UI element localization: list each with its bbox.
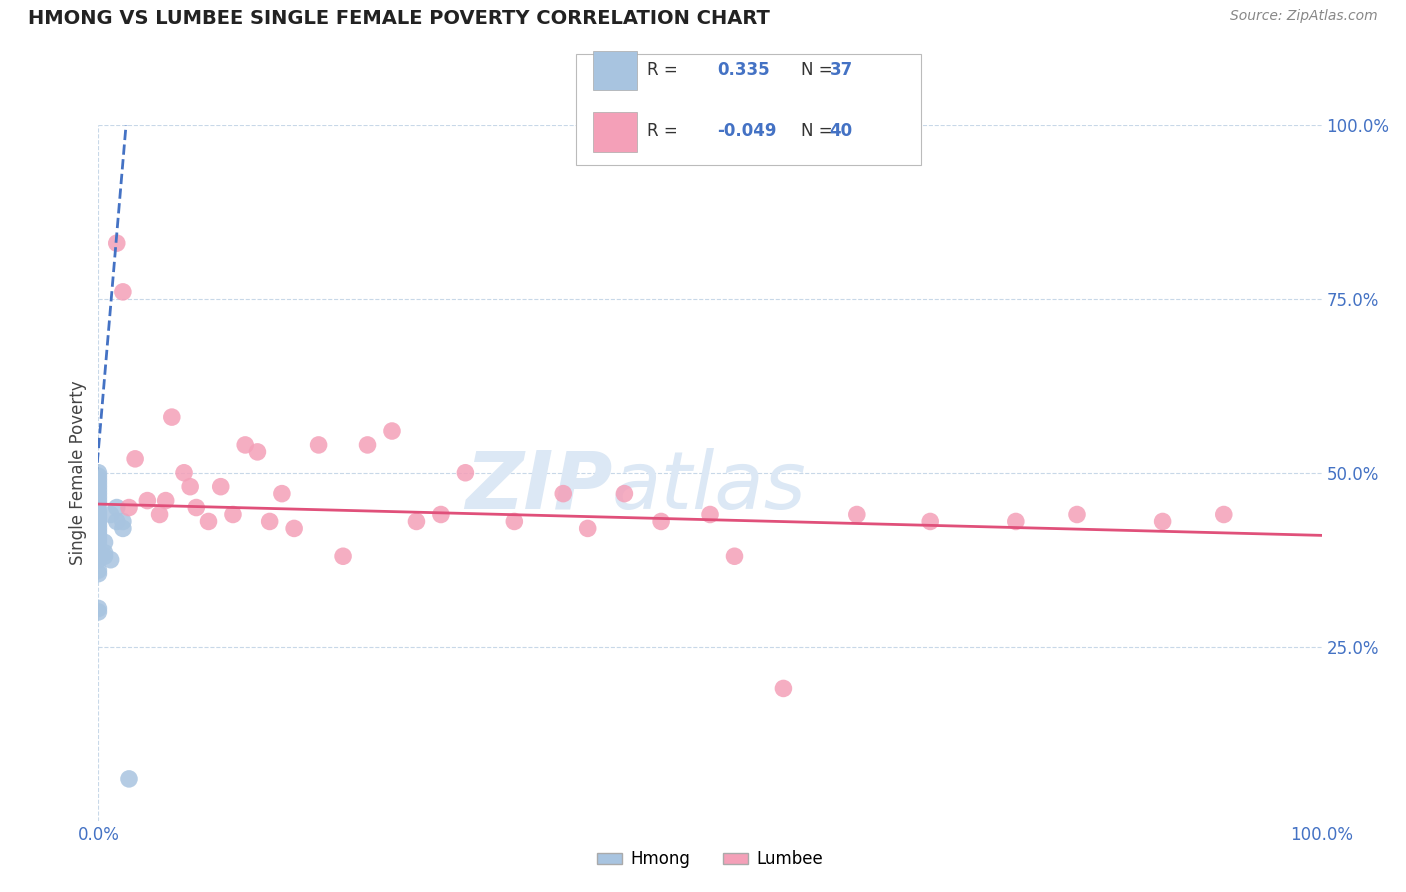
Point (160, 410, 183, 425)
Point (111, 285, 134, 299)
Point (87, 476, 110, 491)
Point (454, 466, 477, 480)
Point (111, 521, 134, 535)
Point (87, 493, 110, 508)
Text: ZIP: ZIP (465, 448, 612, 525)
Point (1152, 515, 1174, 529)
Point (105, 500, 128, 515)
Point (197, 515, 219, 529)
Point (118, 500, 141, 515)
Point (87, 469, 110, 483)
Text: Source: ZipAtlas.com: Source: ZipAtlas.com (1230, 9, 1378, 23)
Point (87, 483, 110, 498)
Point (105, 515, 128, 529)
Point (1066, 508, 1088, 522)
Point (772, 681, 794, 696)
Text: HMONG VS LUMBEE SINGLE FEMALE POVERTY CORRELATION CHART: HMONG VS LUMBEE SINGLE FEMALE POVERTY CO… (28, 9, 770, 28)
Point (87, 535, 110, 549)
Point (87, 521, 110, 535)
Text: R =: R = (647, 122, 683, 140)
Point (87, 511, 110, 525)
Point (87, 508, 110, 522)
Point (87, 466, 110, 480)
Point (430, 508, 453, 522)
Point (87, 480, 110, 494)
Point (186, 500, 208, 515)
Text: N =: N = (801, 61, 838, 78)
Point (155, 493, 177, 508)
Point (173, 466, 195, 480)
Point (381, 424, 404, 438)
Point (503, 515, 526, 529)
Point (87, 486, 110, 500)
Point (87, 504, 110, 518)
Point (87, 552, 110, 567)
Point (613, 486, 636, 500)
Point (405, 515, 427, 529)
Point (179, 480, 201, 494)
Point (576, 521, 599, 535)
Point (87, 473, 110, 487)
Text: atlas: atlas (612, 448, 807, 525)
Point (87, 517, 110, 532)
Point (699, 508, 721, 522)
Point (87, 524, 110, 539)
Legend: Hmong, Lumbee: Hmong, Lumbee (591, 844, 830, 875)
Text: 37: 37 (830, 61, 853, 78)
Text: R =: R = (647, 61, 683, 78)
Point (222, 508, 245, 522)
Point (87, 549, 110, 564)
Point (723, 549, 745, 564)
Point (111, 515, 134, 529)
Point (87, 497, 110, 511)
Point (87, 490, 110, 504)
Point (308, 438, 330, 452)
Point (246, 445, 269, 459)
Point (87, 563, 110, 577)
Point (124, 451, 146, 466)
Point (553, 486, 575, 500)
Point (93, 549, 115, 564)
Point (93, 546, 115, 560)
Text: N =: N = (801, 122, 838, 140)
Point (209, 480, 232, 494)
Y-axis label: Single Female Poverty: Single Female Poverty (69, 381, 87, 565)
Point (650, 515, 672, 529)
Point (259, 515, 281, 529)
Point (93, 535, 115, 549)
Point (1212, 508, 1234, 522)
Point (87, 566, 110, 581)
Point (233, 438, 256, 452)
Point (87, 528, 110, 542)
Text: 0.335: 0.335 (717, 61, 769, 78)
Point (87, 605, 110, 619)
Point (100, 552, 122, 567)
Point (283, 521, 305, 535)
Point (1004, 515, 1026, 529)
Text: -0.049: -0.049 (717, 122, 776, 140)
Point (920, 515, 942, 529)
Point (87, 601, 110, 615)
Point (149, 508, 172, 522)
Point (87, 546, 110, 560)
Point (136, 493, 159, 508)
Point (105, 236, 128, 251)
Point (845, 508, 868, 522)
Text: 40: 40 (830, 122, 852, 140)
Point (118, 772, 141, 786)
Point (356, 438, 378, 452)
Point (87, 515, 110, 529)
Point (332, 549, 354, 564)
Point (270, 486, 294, 500)
Point (100, 508, 122, 522)
Point (87, 532, 110, 546)
